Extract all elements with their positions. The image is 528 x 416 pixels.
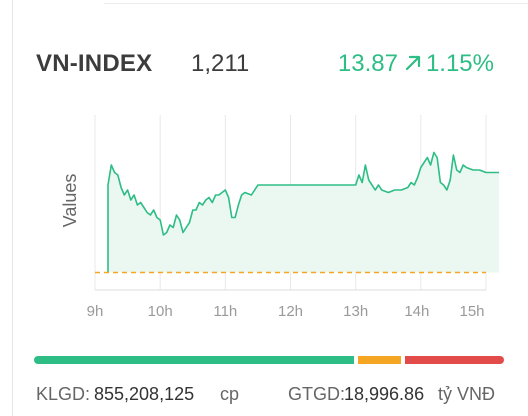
x-tick-label: 14h xyxy=(404,303,429,320)
arrow-up-right-icon xyxy=(405,55,421,71)
index-header: VN-INDEX 1,211 13.87 1.15% xyxy=(36,50,496,86)
index-name[interactable]: VN-INDEX xyxy=(36,50,153,77)
trading-summary: KLGD: 855,208,125 cp GTGD: 18,996.86 tỷ … xyxy=(36,384,516,408)
klgd-unit: cp xyxy=(220,384,240,404)
market-breadth-bar xyxy=(34,356,504,364)
change-percent: 1.15% xyxy=(425,50,494,77)
gtgd-label: GTGD: xyxy=(288,384,345,404)
index-change: 13.87 1.15% xyxy=(338,50,494,78)
breadth-segment-down xyxy=(405,356,504,364)
x-tick-label: 9h xyxy=(87,303,104,320)
series-area xyxy=(108,152,499,273)
gtgd-unit: tỷ VNĐ xyxy=(438,384,496,404)
breadth-segment-unchanged xyxy=(358,356,402,364)
breadth-segment-up xyxy=(34,356,355,364)
klgd-value: 855,208,125 xyxy=(94,384,195,404)
x-tick-label: 12h xyxy=(278,303,303,320)
gtgd-value: 18,996.86 xyxy=(344,384,425,404)
klgd-label: KLGD: xyxy=(36,384,91,404)
x-tick-label: 10h xyxy=(148,303,173,320)
x-tick-label: 15h xyxy=(459,303,484,320)
index-value: 1,211 xyxy=(191,50,250,77)
x-tick-label: 11h xyxy=(213,303,237,320)
change-value: 13.87 xyxy=(337,50,398,77)
intraday-chart[interactable]: 9h 10h 11h 12h 13h 14h 15h Values xyxy=(0,100,528,340)
card-top-border xyxy=(104,3,528,4)
card-left-border xyxy=(12,0,13,416)
y-axis-label: Values xyxy=(60,174,80,228)
series-line xyxy=(107,151,499,273)
x-tick-label: 13h xyxy=(343,303,368,320)
